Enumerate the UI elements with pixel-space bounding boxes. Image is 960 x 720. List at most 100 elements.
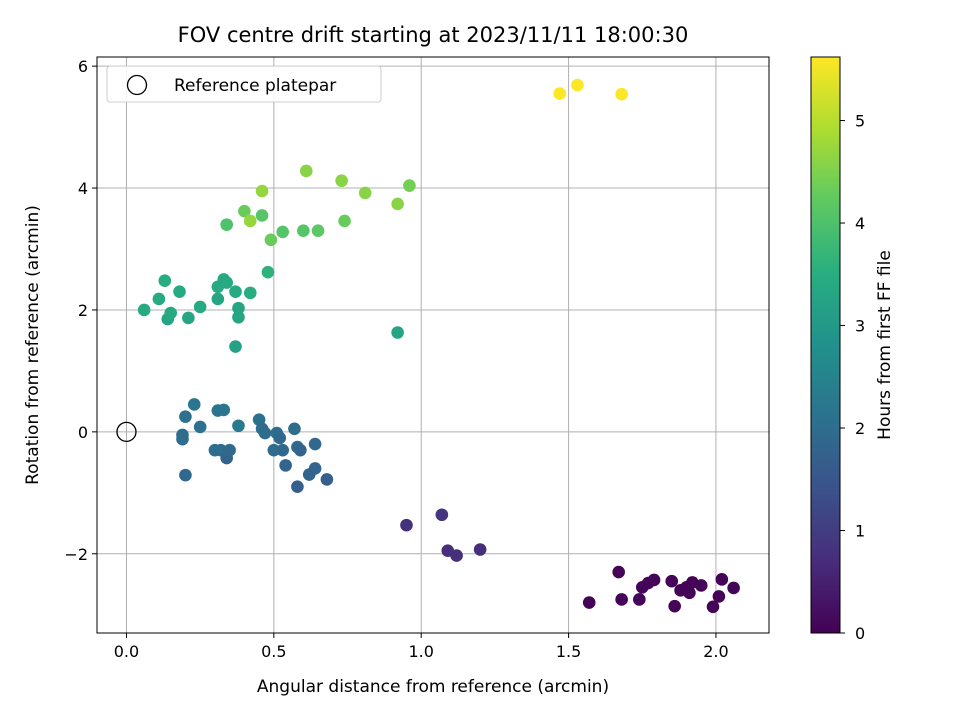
- data-point-8: [668, 599, 681, 613]
- y-tick-label-2: 2: [78, 301, 88, 320]
- data-point-19: [435, 508, 449, 522]
- legend-box: [106, 65, 382, 103]
- colorbar-ticks: 0 1 2 3 4 5: [840, 112, 865, 643]
- data-point-68: [243, 286, 257, 300]
- data-point-7: [665, 574, 679, 588]
- data-point-32: [217, 403, 231, 417]
- x-axis-ticks: 0.0 0.5 1.0 1.5 2.0: [114, 633, 729, 661]
- data-point-84: [391, 197, 404, 211]
- data-point-83: [358, 186, 372, 200]
- data-point-43: [279, 459, 292, 472]
- data-point-67: [229, 340, 242, 353]
- data-point-34: [223, 443, 236, 457]
- x-tick-label-0: 0.0: [114, 642, 139, 661]
- data-point-1: [612, 565, 625, 579]
- colorbar-tick-label-4: 4: [855, 214, 865, 233]
- legend-label-reference-platepar: Reference platepar: [174, 76, 336, 96]
- data-point-79: [299, 164, 313, 178]
- data-point-63: [220, 276, 233, 289]
- data-point-52: [137, 303, 151, 317]
- data-point-16: [715, 573, 729, 586]
- data-point-51: [320, 473, 334, 486]
- colorbar-tick-label-3: 3: [855, 317, 865, 336]
- y-tick-label-0: −2: [64, 545, 88, 564]
- colorbar: 0 1 2 3 4 5 Hours from first FF file: [810, 56, 895, 643]
- y-tick-label-1: 0: [78, 423, 88, 442]
- x-tick-label-3: 1.5: [556, 642, 581, 661]
- data-point-75: [255, 184, 269, 198]
- data-point-13: [694, 579, 708, 592]
- data-point-87: [571, 78, 584, 92]
- data-point-76: [264, 233, 278, 247]
- data-point-78: [297, 224, 310, 238]
- data-point-60: [211, 292, 225, 306]
- chart-title: FOV centre drift starting at 2023/11/11 …: [178, 23, 689, 47]
- data-point-11: [683, 586, 696, 600]
- data-point-56: [164, 306, 177, 320]
- data-point-26: [179, 410, 192, 423]
- y-axis-ticks: −2 0 2 4 6: [64, 57, 97, 564]
- data-point-39: [267, 443, 281, 457]
- data-point-72: [238, 204, 251, 218]
- data-point-77: [276, 225, 289, 239]
- data-point-27: [187, 398, 201, 411]
- data-point-3: [633, 593, 646, 606]
- data-point-85: [403, 179, 416, 192]
- data-point-73: [243, 214, 257, 228]
- x-tick-label-2: 1.0: [408, 642, 433, 661]
- data-point-70: [391, 326, 404, 339]
- data-point-17: [727, 581, 740, 595]
- colorbar-tick-label-5: 5: [855, 112, 865, 131]
- data-point-18: [400, 518, 413, 532]
- data-point-88: [615, 87, 628, 101]
- data-point-74: [255, 209, 269, 222]
- data-point-35: [232, 419, 245, 433]
- plot-frame: [96, 56, 770, 634]
- data-point-22: [473, 543, 487, 556]
- data-point-81: [335, 174, 348, 188]
- y-tick-label-3: 4: [78, 179, 88, 198]
- data-point-50: [308, 437, 322, 451]
- data-point-6: [647, 573, 661, 587]
- data-point-69: [261, 265, 275, 279]
- colorbar-gradient: [811, 57, 840, 633]
- data-point-49: [308, 462, 322, 475]
- x-tick-label-1: 0.5: [261, 642, 286, 661]
- x-tick-label-4: 2.0: [703, 642, 728, 661]
- y-axis-label: Rotation from reference (arcmin): [23, 205, 43, 485]
- y-tick-label-4: 6: [78, 57, 88, 76]
- legend: Reference platepar: [106, 65, 382, 103]
- data-point-38: [258, 426, 272, 440]
- data-point-57: [173, 285, 186, 298]
- data-point-25: [179, 468, 192, 482]
- data-point-53: [152, 292, 166, 306]
- data-point-54: [158, 274, 172, 287]
- data-point-80: [311, 224, 325, 238]
- reference-platepar-marker: [116, 421, 137, 443]
- data-point-46: [294, 443, 307, 457]
- x-axis-label: Angular distance from reference (arcmin): [257, 677, 609, 697]
- data-point-42: [276, 443, 289, 457]
- data-point-14: [706, 600, 720, 614]
- reference-marker-group: [116, 421, 137, 443]
- data-point-58: [182, 311, 195, 325]
- data-point-86: [553, 87, 567, 100]
- colorbar-tick-label-1: 1: [855, 522, 865, 541]
- legend-reference-marker: [126, 74, 148, 96]
- grid-lines: [97, 57, 769, 633]
- data-point-66: [232, 310, 245, 324]
- data-point-15: [712, 590, 726, 603]
- data-point-59: [193, 300, 207, 314]
- colorbar-label: Hours from first FF file: [875, 250, 895, 440]
- data-point-65: [232, 301, 245, 315]
- data-point-71: [220, 218, 233, 231]
- colorbar-tick-label-0: 0: [855, 624, 865, 643]
- data-point-41: [273, 431, 287, 445]
- data-point-28: [193, 420, 207, 434]
- data-points: [137, 78, 740, 614]
- data-point-21: [450, 549, 463, 562]
- data-point-64: [229, 285, 242, 298]
- data-point-2: [615, 593, 628, 606]
- data-point-44: [288, 422, 301, 436]
